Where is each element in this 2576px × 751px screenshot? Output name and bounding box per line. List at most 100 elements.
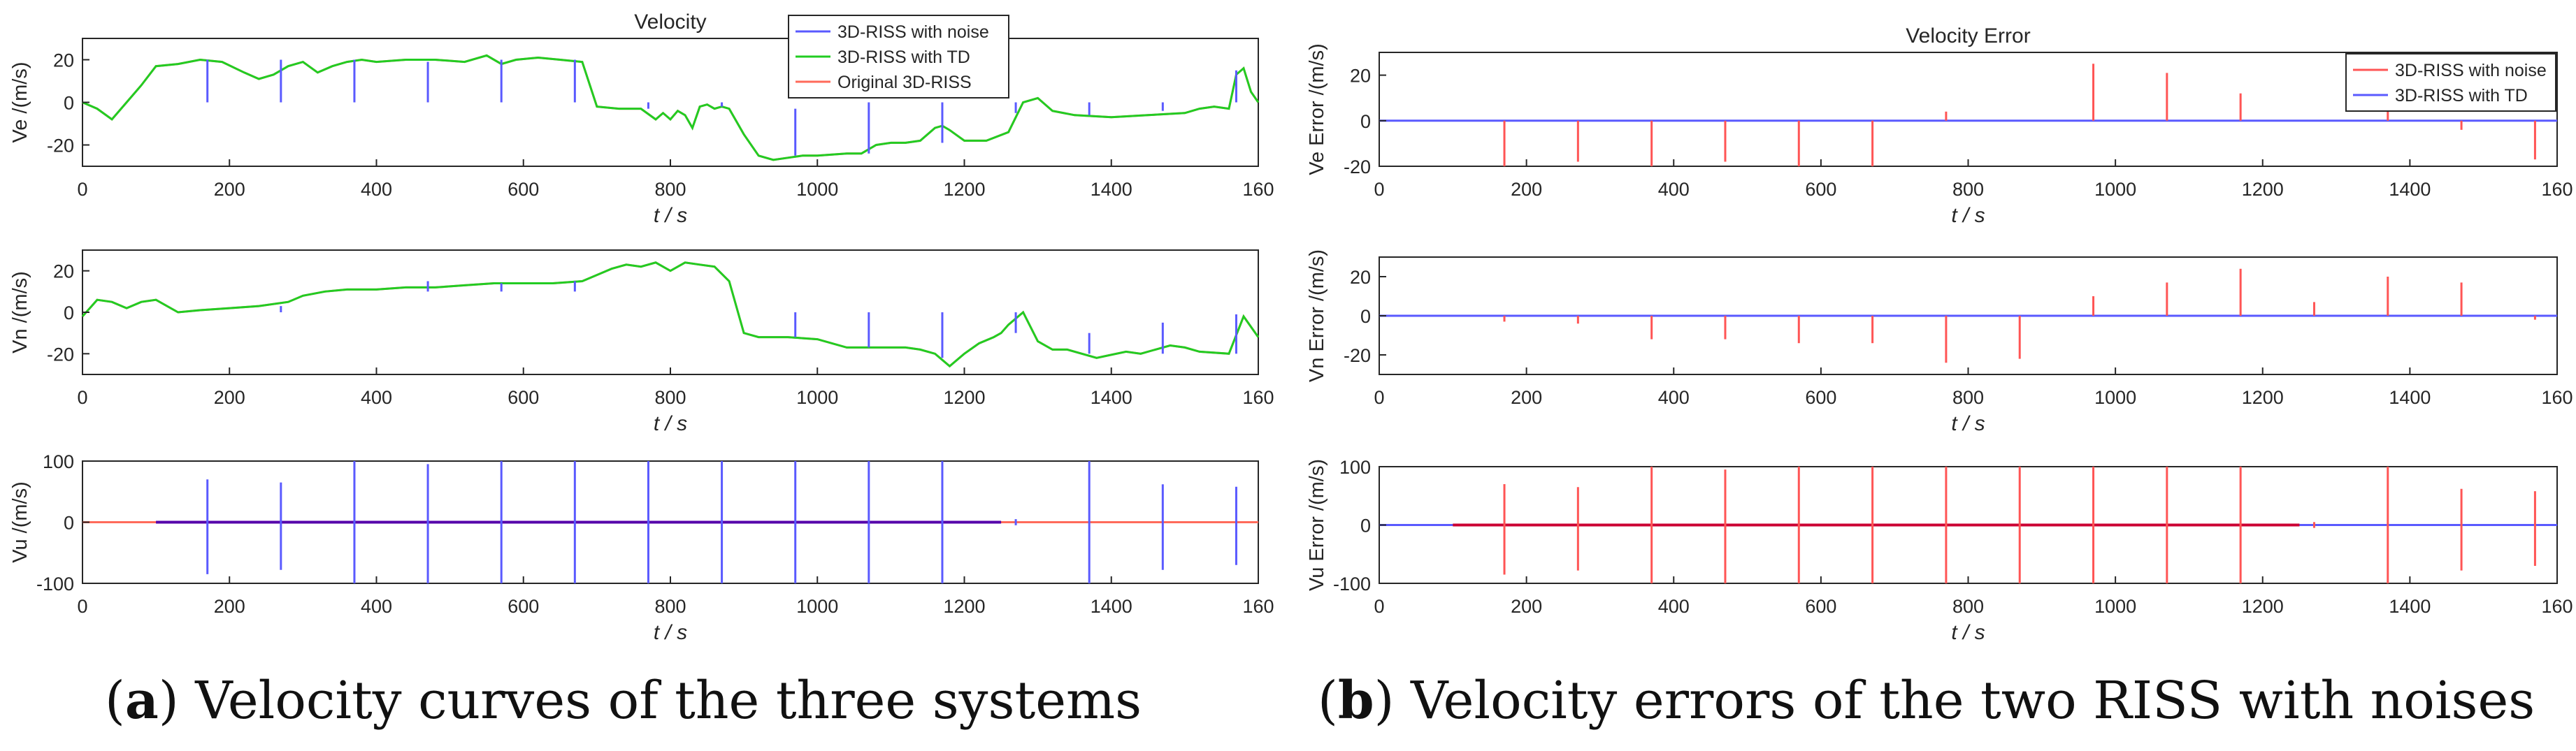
x-tick-label: 800: [1952, 387, 1984, 408]
legend-label: 3D-RISS with noise: [2395, 61, 2547, 80]
y-tick-label: 0: [64, 302, 74, 323]
y-tick-label: -20: [47, 344, 74, 365]
x-tick-label: 1000: [796, 596, 838, 617]
x-tick-label: 0: [1374, 179, 1384, 200]
x-tick-label: 1400: [1091, 179, 1132, 200]
x-tick-label: 400: [361, 596, 392, 617]
x-tick-label: 1000: [796, 179, 838, 200]
x-tick-label: 1200: [2242, 387, 2284, 408]
y-tick-label: 20: [53, 50, 74, 71]
x-tick-label: 1000: [2094, 596, 2136, 617]
y-axis-label: Vn /(m/s): [9, 271, 31, 353]
x-tick-label: 400: [1658, 596, 1690, 617]
y-tick-label: 20: [53, 261, 74, 282]
y-axis-label: Ve Error /(m/s): [1306, 43, 1328, 175]
x-tick-label: 1400: [2389, 179, 2431, 200]
x-tick-label: 1400: [2389, 596, 2431, 617]
series-line-1: [81, 261, 1260, 368]
y-tick-label: 20: [1350, 66, 1371, 87]
x-axis-label: t / s: [654, 621, 687, 644]
y-tick-label: 100: [1339, 457, 1371, 478]
x-axis-label: t / s: [1951, 412, 1985, 435]
x-tick-label: 160: [1242, 179, 1274, 200]
x-tick-label: 800: [1952, 179, 1984, 200]
x-tick-label: 0: [77, 179, 87, 200]
y-tick-label: 100: [43, 451, 74, 472]
x-tick-label: 200: [214, 387, 245, 408]
x-tick-label: 200: [1511, 387, 1542, 408]
x-tick-label: 200: [214, 179, 245, 200]
x-tick-label: 0: [77, 387, 87, 408]
x-tick-label: 800: [654, 596, 686, 617]
x-tick-label: 0: [77, 596, 87, 617]
caption-b: (b) Velocity errors of the two RISS with…: [1318, 671, 2535, 731]
series-line-1: [82, 54, 1260, 161]
x-tick-label: 600: [508, 179, 539, 200]
y-tick-label: -100: [36, 574, 74, 595]
x-axis-label: t / s: [1951, 621, 1985, 644]
x-tick-label: 1200: [2242, 596, 2284, 617]
x-tick-label: 1000: [796, 387, 838, 408]
legend-label: 3D-RISS with TD: [837, 48, 970, 67]
x-tick-label: 200: [1511, 179, 1542, 200]
x-tick-label: 160: [2541, 596, 2573, 617]
x-axis-label: t / s: [654, 412, 687, 435]
x-tick-label: 600: [508, 387, 539, 408]
y-tick-label: -20: [1344, 156, 1371, 177]
x-tick-label: 200: [1511, 596, 1542, 617]
axes-box: [82, 249, 1259, 375]
x-tick-label: 1200: [943, 387, 985, 408]
y-tick-label: -20: [1344, 345, 1371, 366]
y-tick-label: 0: [1360, 516, 1371, 537]
x-tick-label: 400: [361, 387, 392, 408]
x-tick-label: 1400: [1091, 387, 1132, 408]
chart-title: Velocity Error: [1906, 24, 2030, 48]
x-tick-label: 400: [1658, 387, 1690, 408]
x-tick-label: 800: [1952, 596, 1984, 617]
x-tick-label: 400: [361, 179, 392, 200]
chart-title: Velocity: [634, 10, 706, 34]
x-tick-label: 160: [2541, 179, 2573, 200]
x-tick-label: 160: [1242, 596, 1274, 617]
x-tick-label: 1000: [2094, 387, 2136, 408]
y-tick-label: 0: [1360, 306, 1371, 327]
x-tick-label: 1400: [1091, 596, 1132, 617]
x-tick-label: 600: [1805, 179, 1836, 200]
x-tick-label: 1200: [2242, 179, 2284, 200]
x-tick-label: 1200: [943, 596, 985, 617]
y-tick-label: -20: [47, 136, 74, 156]
legend-label: 3D-RISS with TD: [2395, 86, 2528, 105]
x-tick-label: 800: [654, 387, 686, 408]
x-tick-label: 0: [1374, 387, 1384, 408]
legend-label: Original 3D-RISS: [837, 73, 972, 92]
x-tick-label: 1200: [943, 179, 985, 200]
x-axis-label: t / s: [654, 204, 687, 227]
legend-label: 3D-RISS with noise: [837, 22, 989, 42]
x-tick-label: 1400: [2389, 387, 2431, 408]
x-tick-label: 0: [1374, 596, 1384, 617]
y-tick-label: -100: [1333, 574, 1371, 595]
y-axis-label: Vu Error /(m/s): [1306, 459, 1328, 591]
x-tick-label: 600: [1805, 596, 1836, 617]
x-axis-label: t / s: [1951, 204, 1985, 227]
y-tick-label: 0: [1360, 111, 1371, 132]
axes-box: [82, 38, 1259, 167]
legend-box: [2345, 53, 2556, 112]
x-tick-label: 200: [214, 596, 245, 617]
y-tick-label: 20: [1350, 267, 1371, 288]
x-tick-label: 800: [654, 179, 686, 200]
caption-a: (a) Velocity curves of the three systems: [105, 671, 1142, 731]
x-tick-label: 160: [2541, 387, 2573, 408]
y-axis-label: Ve /(m/s): [9, 61, 31, 143]
y-tick-label: 0: [64, 93, 74, 114]
x-tick-label: 1000: [2094, 179, 2136, 200]
x-tick-label: 600: [508, 596, 539, 617]
y-axis-label: Vu /(m/s): [9, 481, 31, 563]
x-tick-label: 600: [1805, 387, 1836, 408]
